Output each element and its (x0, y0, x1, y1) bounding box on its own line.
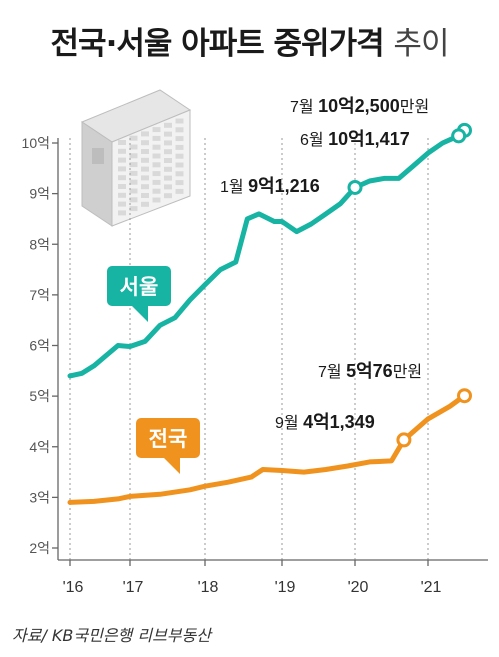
annotation-label: 7월 10억2,500만원 (290, 96, 429, 116)
y-tick-label: 7억 (29, 287, 50, 303)
y-tick-label: 6억 (29, 338, 50, 354)
series-line-서울 (67, 127, 467, 379)
x-tick-label: '21 (421, 579, 442, 596)
series-label-tail (164, 458, 180, 474)
apartment-building-icon (80, 89, 192, 227)
y-tick-label: 2억 (29, 540, 50, 556)
x-tick-label: '19 (275, 579, 296, 596)
series-label-bubble (107, 266, 171, 306)
y-tick-label: 5억 (29, 388, 50, 404)
x-tick-label: '18 (198, 579, 219, 596)
data-point-marker (451, 128, 467, 144)
series-label-bubble (136, 418, 200, 458)
data-point-marker (347, 179, 363, 195)
annotation-label: 7월 5억76만원 (318, 361, 422, 381)
data-point-marker (457, 388, 472, 404)
x-tick-label: '17 (123, 579, 144, 596)
annotation-label: 6월 10억1,417 (300, 129, 410, 149)
chart-title-main: 전국·서울 아파트 중위가격 (50, 26, 385, 62)
y-tick-label: 10억 (22, 135, 50, 151)
chart-title: 전국·서울 아파트 중위가격 추이 (0, 18, 499, 63)
y-tick-label: 9억 (29, 186, 50, 202)
series-line-전국 (67, 393, 467, 505)
annotation-label: 1월 9억1,216 (220, 176, 320, 196)
x-tick-label: '16 (63, 579, 84, 596)
series-label-text: 전국 (149, 428, 188, 451)
chart-title-suffix: 추이 (393, 26, 449, 62)
source-note: 자료/ KB국민은행 리브부동산 (12, 626, 211, 645)
y-tick-label: 8억 (29, 236, 50, 252)
y-tick-label: 3억 (29, 489, 50, 505)
series-label-tail (132, 306, 148, 322)
annotation-label: 9월 4억1,349 (275, 412, 375, 432)
y-tick-label: 4억 (29, 439, 50, 455)
series-label-text: 서울 (120, 276, 159, 299)
data-point-marker (396, 432, 412, 448)
x-tick-label: '20 (348, 579, 369, 596)
